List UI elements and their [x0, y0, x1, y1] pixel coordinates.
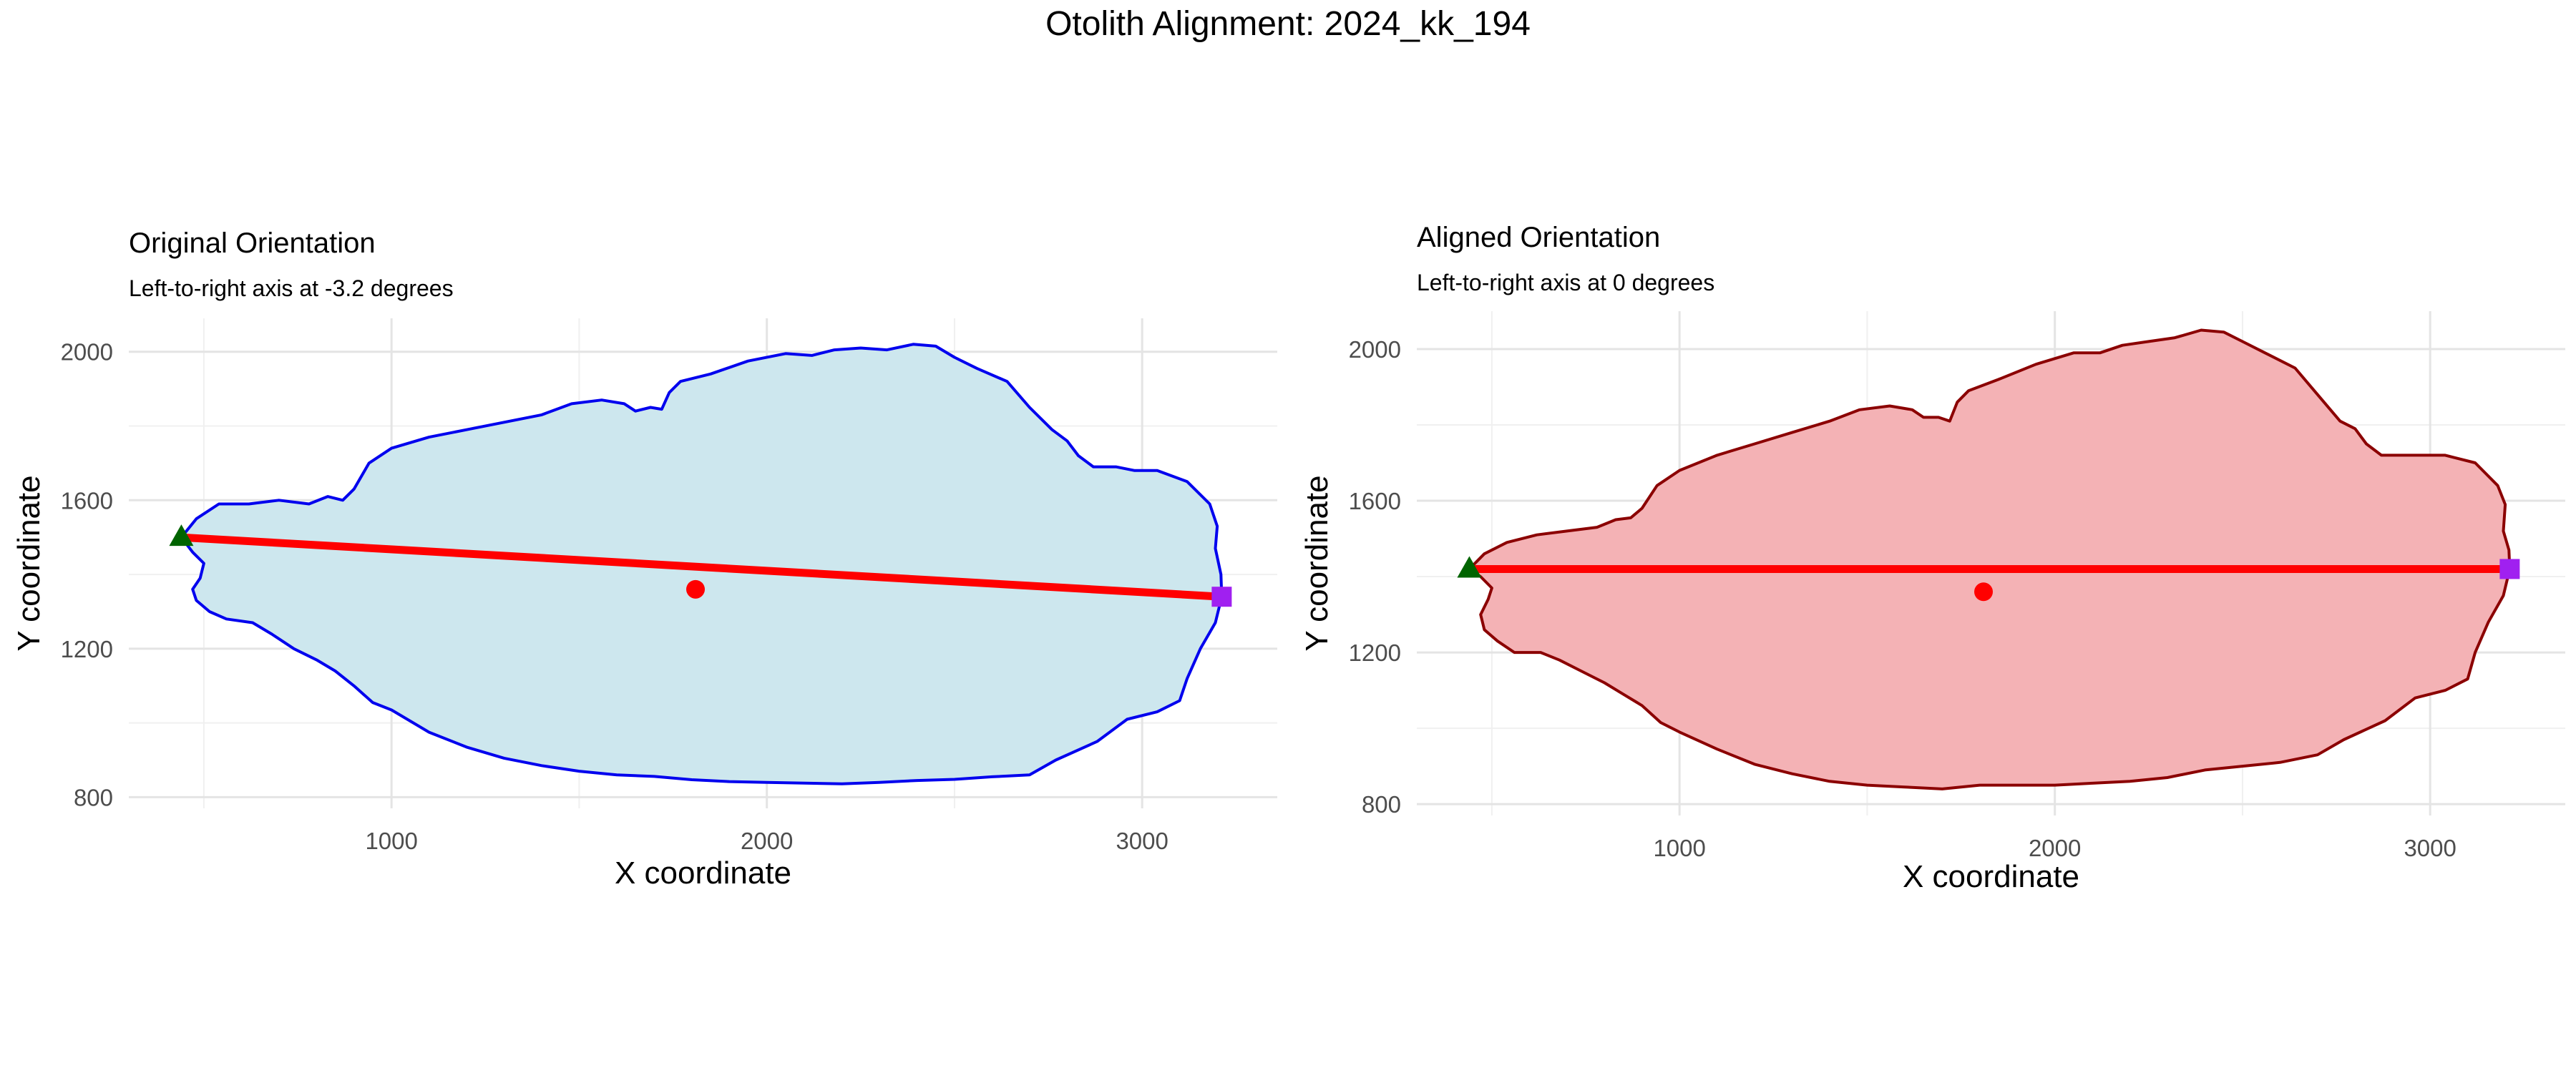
y-tick-label: 800 — [74, 784, 113, 810]
figure-title: Otolith Alignment: 2024_kk_194 — [1045, 5, 1531, 43]
right-point-marker — [1211, 587, 1232, 607]
original-orientation-panel: Original Orientation Left-to-right axis … — [11, 227, 1277, 891]
y-tick-label: 2000 — [1349, 336, 1401, 363]
otolith-outline — [1468, 328, 2512, 790]
y-tick-label: 2000 — [61, 339, 113, 366]
y-tick-label: 1600 — [1349, 488, 1401, 514]
x-tick-label: 2000 — [741, 828, 793, 854]
x-tick-label: 2000 — [2029, 835, 2081, 861]
left-point-marker — [169, 524, 194, 547]
x-axis-title: X coordinate — [1903, 859, 2079, 894]
right-point-marker — [2499, 559, 2520, 579]
y-tick-label: 1600 — [61, 487, 113, 514]
x-tick-label: 1000 — [365, 828, 417, 854]
centroid-point — [686, 579, 706, 599]
panel-subtitle: Left-to-right axis at -3.2 degrees — [129, 275, 454, 301]
panel-title: Original Orientation — [129, 227, 376, 259]
y-axis-title: Y coordinate — [1299, 475, 1335, 651]
y-axis-title: Y coordinate — [11, 475, 47, 651]
y-tick-label: 800 — [1362, 791, 1401, 818]
aligned-orientation-panel: Aligned Orientation Left-to-right axis a… — [1288, 0, 2576, 1073]
centroid-point — [1974, 582, 1994, 602]
x-tick-label: 1000 — [1653, 835, 1705, 861]
panel-title: Aligned Orientation — [1417, 222, 1661, 253]
x-axis-title: X coordinate — [615, 856, 791, 891]
x-tick-label: 3000 — [1116, 828, 1168, 854]
panel-subtitle: Left-to-right axis at 0 degrees — [1417, 270, 1715, 295]
y-tick-label: 1200 — [61, 636, 113, 662]
x-tick-label: 3000 — [2404, 835, 2456, 861]
y-tick-label: 1200 — [1349, 640, 1401, 666]
left-right-axis-line — [181, 533, 1222, 601]
left-point-marker — [1457, 556, 1482, 578]
